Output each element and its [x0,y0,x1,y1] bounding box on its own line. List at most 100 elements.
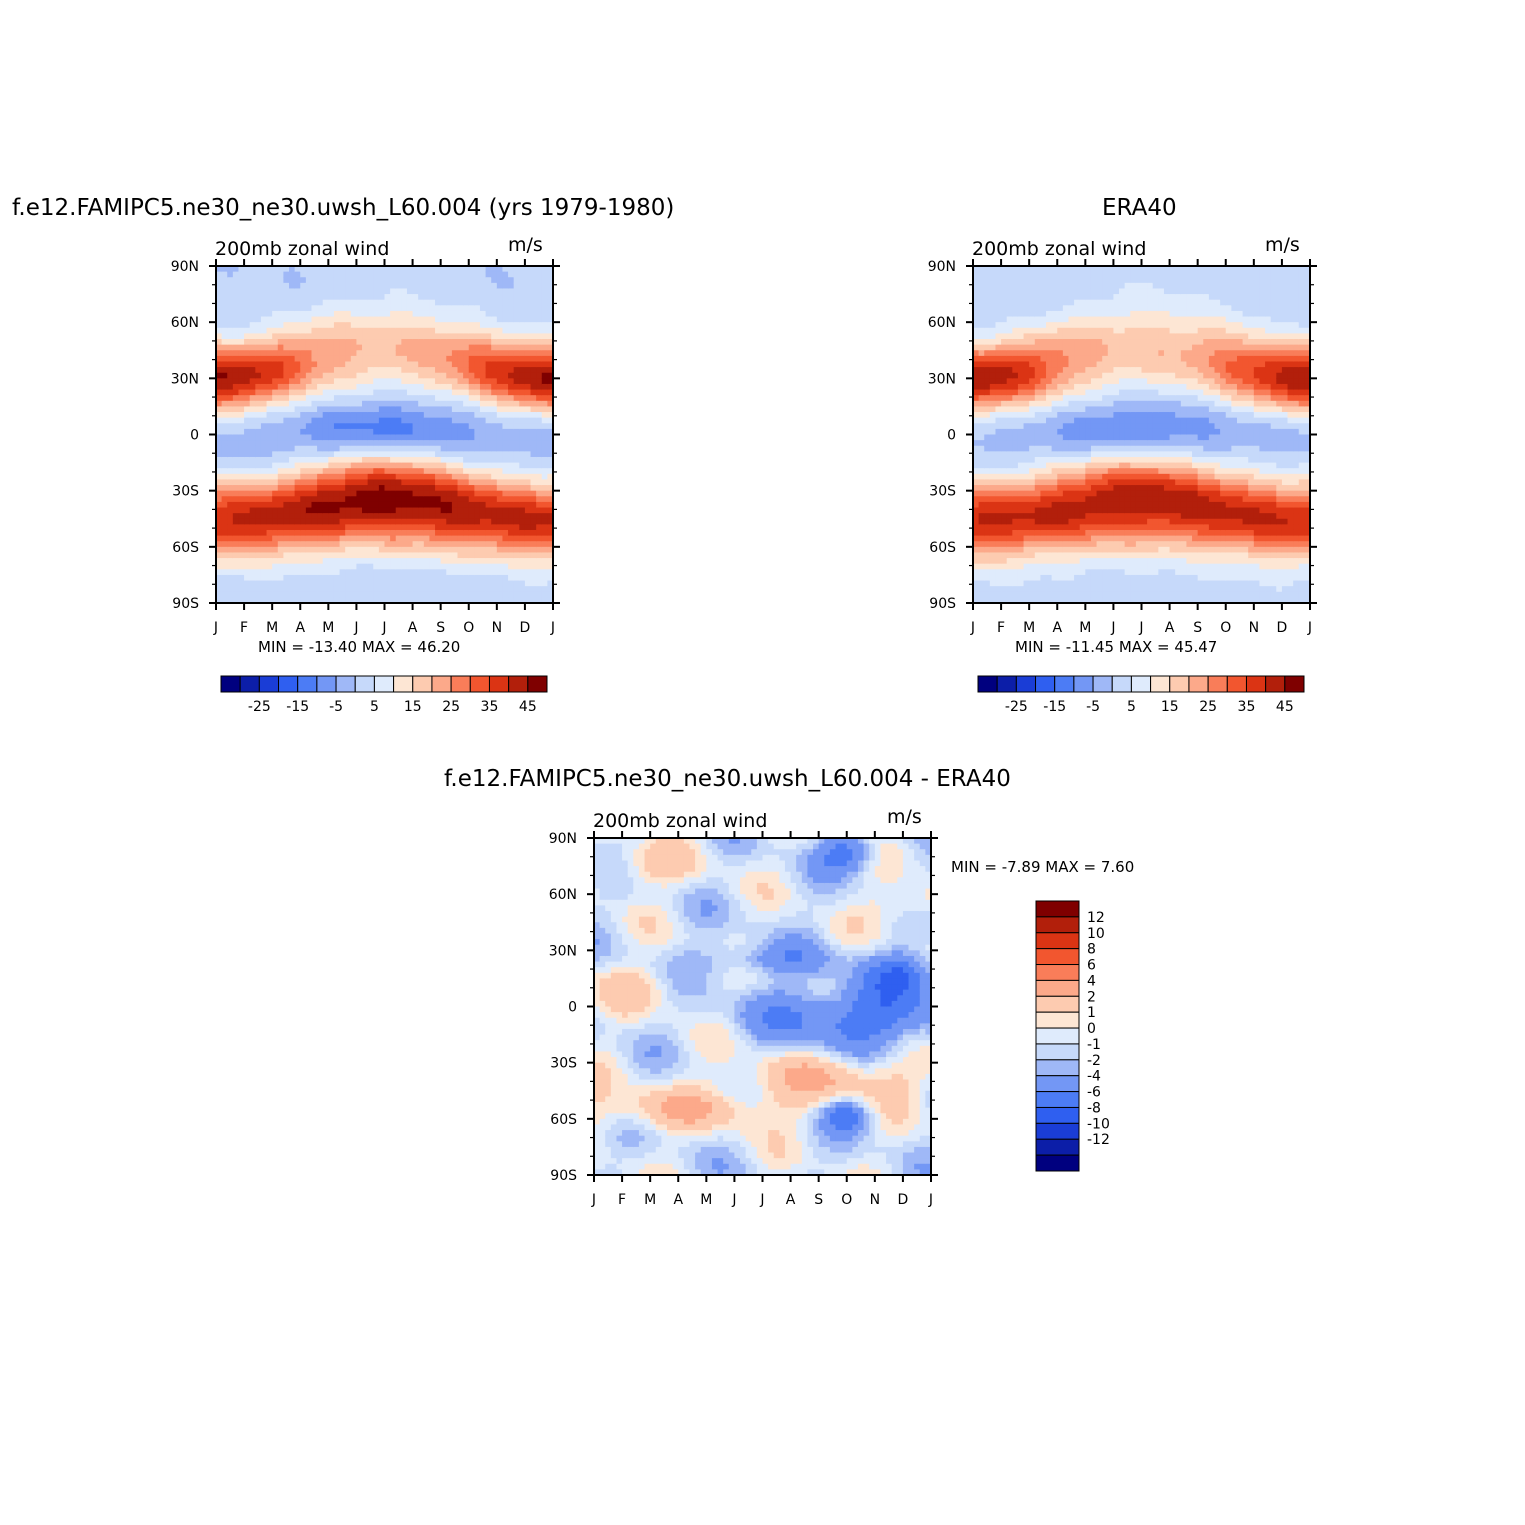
heat-cell [384,496,391,503]
heat-cell [333,456,341,464]
heat-cell [1040,305,1047,312]
heat-cell [524,485,532,492]
heat-cell [978,378,985,385]
heat-cell [378,569,386,576]
heat-cell [283,468,290,475]
heat-cell [300,541,307,548]
heat-cell [1001,546,1008,554]
heat-cell [1029,372,1036,379]
heat-cell [491,310,498,318]
heat-cell [479,383,487,391]
heat-cell [451,535,459,542]
heat-cell [973,541,980,548]
heat-cell [1062,383,1070,391]
heat-cell [984,277,991,284]
heat-cell [429,266,436,273]
heat-cell [1034,299,1041,306]
heat-cell [491,372,498,379]
heat-cell [1057,282,1064,290]
heat-cell [1051,462,1058,469]
heat-cell [418,282,425,290]
heat-cell [305,479,313,486]
heat-cell [1074,507,1081,514]
heat-cell [479,440,487,447]
heat-cell [541,339,548,346]
heat-cell [322,580,329,587]
heat-cell [468,339,475,346]
heat-cell [244,574,251,582]
heat-cell [1023,473,1030,481]
heat-cell [995,383,1002,391]
heat-cell [474,501,481,509]
heat-cell [536,479,543,486]
heat-cell [973,434,980,441]
heat-cell [995,271,1002,278]
heat-cell [300,417,307,424]
heat-cell [283,294,290,301]
heat-cell [305,367,313,374]
heat-cell [339,501,346,509]
heat-cell [1017,479,1025,486]
heat-cell [345,479,352,486]
heat-cell [272,586,279,593]
heat-cell [451,586,459,593]
heat-cell [350,563,358,570]
heat-cell [345,597,352,604]
heat-cell [221,361,228,368]
heat-cell [339,507,346,514]
heat-cell [435,529,442,537]
heat-cell [406,563,414,570]
heat-cell [328,462,335,469]
heat-cell [272,507,279,514]
heat-cell [255,266,262,273]
heat-cell [412,350,419,357]
heat-cell [457,552,464,559]
heat-cell [249,400,256,408]
heat-cell [384,288,391,295]
heat-cell [232,361,240,368]
heat-cell [479,541,487,548]
heat-cell [446,479,453,486]
heat-cell [451,339,459,346]
heat-cell [390,299,397,306]
heat-cell [502,569,509,576]
heat-cell [1012,569,1019,576]
heat-cell [305,277,313,284]
heat-cell [221,501,228,509]
heat-cell [519,383,526,391]
heat-cell [984,428,991,436]
heat-cell [311,428,318,436]
heat-cell [216,518,223,525]
heat-cell [541,355,548,363]
heat-cell [260,546,268,554]
heat-cell [989,367,997,374]
heat-cell [1051,597,1058,604]
heat-cell [1079,305,1086,312]
heat-cell [989,333,997,340]
heat-cell [322,485,329,492]
heat-cell [1017,271,1025,278]
heat-cell [350,496,358,503]
heat-cell [277,546,284,554]
heat-cell [244,277,251,284]
heat-cell [283,591,290,598]
heat-cell [390,490,397,497]
heat-cell [513,529,520,537]
heat-cell [272,434,279,441]
heat-cell [457,507,464,514]
heat-cell [524,462,532,469]
heat-cell [345,580,352,587]
heat-cell [406,529,414,537]
heat-cell [249,299,256,306]
heat-cell [457,462,464,469]
heat-cell [474,496,481,503]
heat-cell [221,299,228,306]
heat-cell [317,569,324,576]
heat-cell [317,552,324,559]
heat-cell [216,496,223,503]
heat-cell [1029,563,1036,570]
heat-cell [317,294,324,301]
heat-cell [356,440,363,447]
heat-cell [367,586,374,593]
heat-cell [384,400,391,408]
